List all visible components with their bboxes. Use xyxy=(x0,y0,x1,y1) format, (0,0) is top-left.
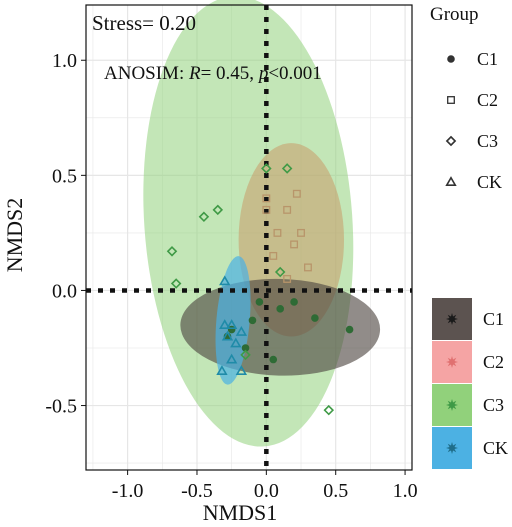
point-c3 xyxy=(170,278,182,289)
point-c3 xyxy=(274,266,286,278)
legend-star-ck xyxy=(446,442,458,454)
point-ck xyxy=(219,275,231,286)
point-c3 xyxy=(240,349,251,361)
confidence-ellipses xyxy=(143,0,381,447)
legend-fill: C1 C2 C3 CK xyxy=(432,298,508,469)
point-c1 xyxy=(311,314,319,322)
legend-label-c3: C3 xyxy=(477,131,498,151)
point-c2 xyxy=(283,205,292,214)
legend-label-ck: CK xyxy=(477,172,502,192)
point-ck xyxy=(235,325,248,336)
legend-group-title: Group xyxy=(430,4,479,25)
point-c1 xyxy=(255,298,264,306)
legend-key-ck xyxy=(445,176,457,187)
anosim-p: p xyxy=(257,63,269,84)
axis-ticks: -1.0 -0.5 0.0 0.5 1.0 -0.5 0.0 0.5 1.0 xyxy=(45,50,417,502)
point-c3 xyxy=(323,404,335,416)
x-tick-label: 1.0 xyxy=(393,480,418,502)
legend-star-c1 xyxy=(446,313,458,325)
anosim-r: R xyxy=(188,63,201,84)
x-axis-label: NMDS1 xyxy=(203,500,278,525)
point-c2 xyxy=(283,274,292,283)
x-tick-label: 0.0 xyxy=(254,480,279,502)
point-c1 xyxy=(269,355,278,364)
legend-fill-label-c3: C3 xyxy=(483,395,504,415)
point-ck xyxy=(225,319,238,329)
point-c2 xyxy=(269,251,278,260)
point-ck xyxy=(221,330,234,341)
y-tick-label: 0.5 xyxy=(52,165,77,187)
point-c2 xyxy=(262,205,271,214)
x-tick-label: 0.5 xyxy=(323,480,348,502)
point-c2 xyxy=(290,240,299,249)
data-points xyxy=(166,163,354,416)
legend-key-c1 xyxy=(447,55,455,63)
point-ck xyxy=(216,365,228,376)
point-ck xyxy=(219,319,231,329)
y-tick-label: 1.0 xyxy=(52,50,77,72)
point-c2 xyxy=(262,194,271,203)
legend-star-c2 xyxy=(446,356,458,368)
point-c1 xyxy=(248,316,257,325)
point-c3 xyxy=(281,163,293,174)
point-ck xyxy=(225,353,238,364)
legend-group: Group C1 C2 C3 CK xyxy=(430,4,502,192)
point-c3 xyxy=(261,163,272,174)
legend-star-c3 xyxy=(446,399,458,411)
legend-key-c2 xyxy=(447,96,455,104)
point-c1 xyxy=(276,305,285,313)
anosim-suffix: <0.001 xyxy=(268,63,321,84)
legend-fill-label-c1: C1 xyxy=(483,309,504,329)
anosim-annotation: ANOSIM: R= 0.45, p<0.001 xyxy=(104,63,322,84)
ellipse-ck xyxy=(215,256,251,385)
legend-label-c2: C2 xyxy=(477,90,498,110)
y-axis-label: NMDS2 xyxy=(2,198,27,273)
legend-fill-label-ck: CK xyxy=(483,438,508,458)
point-c2 xyxy=(304,263,312,272)
point-c2 xyxy=(297,228,305,237)
point-c2 xyxy=(292,189,301,198)
point-ck xyxy=(230,337,242,348)
legend-label-c1: C1 xyxy=(477,49,498,69)
point-c3 xyxy=(198,211,210,223)
point-c2 xyxy=(273,228,282,237)
stress-annotation: Stress= 0.20 xyxy=(92,11,196,35)
point-ck xyxy=(235,365,248,376)
legend-key-c3 xyxy=(445,135,457,147)
anosim-mid: = 0.45, xyxy=(201,63,259,84)
anosim-prefix: ANOSIM: xyxy=(104,63,189,84)
legend-fill-label-c2: C2 xyxy=(483,352,504,372)
x-tick-label: -0.5 xyxy=(181,480,213,502)
y-tick-label: -0.5 xyxy=(45,396,77,418)
y-tick-label: 0.0 xyxy=(52,280,77,302)
point-c1 xyxy=(290,298,298,306)
x-tick-label: -1.0 xyxy=(112,480,144,502)
point-c1 xyxy=(345,325,354,334)
point-c3 xyxy=(212,204,224,216)
point-c3 xyxy=(166,246,178,257)
zero-lines xyxy=(86,5,412,470)
plot-frame xyxy=(85,4,413,471)
plot-border xyxy=(85,4,413,471)
